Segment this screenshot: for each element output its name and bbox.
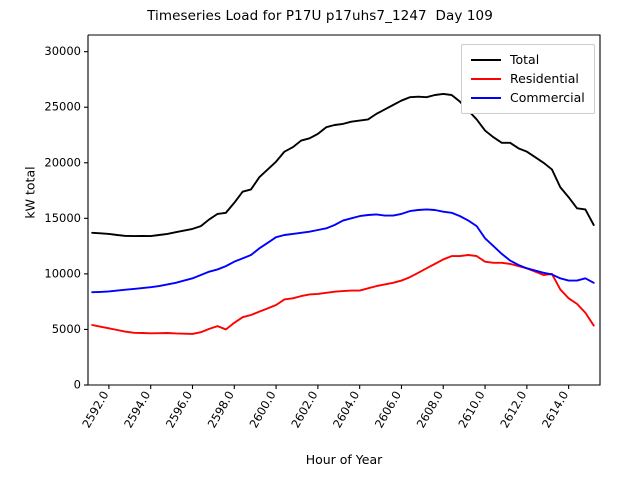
legend-label-residential: Residential bbox=[510, 71, 579, 86]
legend-label-commercial: Commercial bbox=[510, 90, 585, 105]
legend-item-commercial: Commercial bbox=[471, 88, 585, 107]
y-tick-label: 0 bbox=[74, 378, 81, 392]
x-tick-label: 2610.0 bbox=[455, 389, 487, 431]
x-tick-label: 2604.0 bbox=[330, 389, 362, 431]
series-line-total bbox=[91, 92, 595, 238]
x-tick-label: 2602.0 bbox=[288, 389, 320, 431]
x-tick-label: 2614.0 bbox=[539, 389, 571, 431]
x-tick-label: 2596.0 bbox=[163, 389, 195, 431]
y-tick-label: 5000 bbox=[52, 322, 81, 336]
y-tick-label: 20000 bbox=[44, 155, 81, 169]
x-tick-label: 2592.0 bbox=[79, 389, 111, 431]
x-tick-label: 2608.0 bbox=[414, 389, 446, 431]
legend-item-total: Total bbox=[471, 50, 585, 69]
y-tick-label: 15000 bbox=[44, 211, 81, 225]
series-line-commercial bbox=[91, 208, 595, 294]
legend-swatch-total bbox=[471, 58, 501, 61]
x-tick-label: 2600.0 bbox=[246, 389, 278, 431]
chart-legend: Total Residential Commercial bbox=[461, 44, 595, 114]
chart-title: Timeseries Load for P17U p17uhs7_1247 Da… bbox=[147, 8, 493, 24]
y-tick-label: 25000 bbox=[44, 100, 81, 114]
legend-swatch-residential bbox=[471, 77, 501, 80]
x-tick-label: 2612.0 bbox=[497, 389, 529, 431]
x-tick-label: 2606.0 bbox=[372, 389, 404, 431]
y-tick-label: 30000 bbox=[44, 44, 81, 58]
x-axis-label: Hour of Year bbox=[305, 452, 383, 467]
legend-item-residential: Residential bbox=[471, 69, 585, 88]
x-tick-label: 2598.0 bbox=[205, 389, 237, 431]
legend-label-total: Total bbox=[510, 52, 540, 67]
legend-swatch-commercial bbox=[471, 96, 501, 99]
y-tick-label: 10000 bbox=[44, 266, 81, 280]
x-tick-label: 2594.0 bbox=[121, 389, 153, 431]
series-line-residential bbox=[91, 254, 595, 335]
y-axis-label: kW total bbox=[22, 166, 38, 219]
